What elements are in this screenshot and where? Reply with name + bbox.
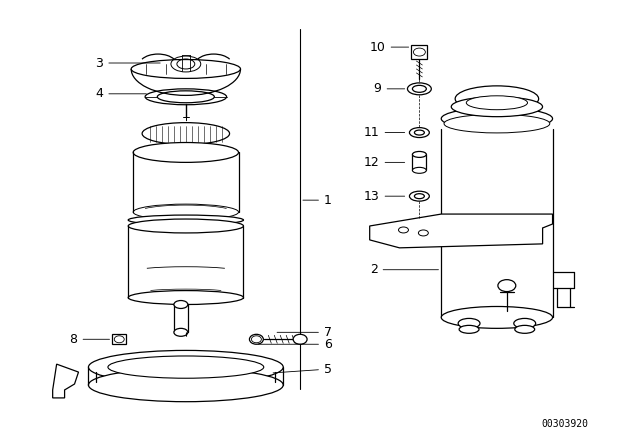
Text: 10: 10 — [370, 41, 409, 54]
Ellipse shape — [108, 356, 264, 378]
Ellipse shape — [128, 215, 243, 225]
Ellipse shape — [410, 191, 429, 201]
Ellipse shape — [451, 97, 543, 116]
Ellipse shape — [444, 114, 550, 133]
Text: 1: 1 — [303, 194, 332, 207]
Bar — [412, 155, 426, 170]
Text: 00303920: 00303920 — [541, 419, 588, 429]
Polygon shape — [370, 214, 552, 248]
Ellipse shape — [458, 319, 480, 328]
Ellipse shape — [293, 334, 307, 344]
Text: 8: 8 — [70, 333, 109, 346]
Text: 6: 6 — [258, 338, 332, 351]
Ellipse shape — [415, 130, 424, 135]
Ellipse shape — [410, 128, 429, 138]
Text: 12: 12 — [364, 156, 404, 169]
Text: 2: 2 — [370, 263, 438, 276]
Ellipse shape — [467, 96, 527, 110]
Ellipse shape — [88, 368, 284, 402]
Bar — [112, 334, 126, 344]
Text: 5: 5 — [273, 362, 332, 375]
Ellipse shape — [133, 142, 239, 162]
Ellipse shape — [441, 306, 552, 328]
Ellipse shape — [415, 194, 424, 198]
Ellipse shape — [419, 230, 428, 236]
Text: 13: 13 — [364, 190, 404, 202]
Ellipse shape — [128, 291, 243, 305]
Ellipse shape — [412, 151, 426, 157]
Ellipse shape — [459, 325, 479, 333]
Text: 9: 9 — [374, 82, 404, 95]
Ellipse shape — [174, 301, 188, 309]
Text: 7: 7 — [277, 326, 332, 339]
Ellipse shape — [252, 336, 261, 343]
Text: 4: 4 — [95, 87, 147, 100]
Ellipse shape — [455, 86, 539, 112]
Ellipse shape — [399, 227, 408, 233]
Ellipse shape — [412, 168, 426, 173]
Ellipse shape — [441, 108, 552, 129]
Ellipse shape — [250, 334, 263, 344]
Bar — [412, 45, 428, 59]
Ellipse shape — [88, 350, 284, 384]
Ellipse shape — [142, 123, 230, 145]
Ellipse shape — [514, 319, 536, 328]
Ellipse shape — [412, 86, 426, 92]
Ellipse shape — [498, 280, 516, 292]
Text: 3: 3 — [95, 56, 160, 69]
Ellipse shape — [408, 83, 431, 95]
Ellipse shape — [515, 325, 534, 333]
Text: 11: 11 — [364, 126, 404, 139]
Polygon shape — [52, 364, 79, 398]
Ellipse shape — [128, 219, 243, 233]
Ellipse shape — [174, 328, 188, 336]
